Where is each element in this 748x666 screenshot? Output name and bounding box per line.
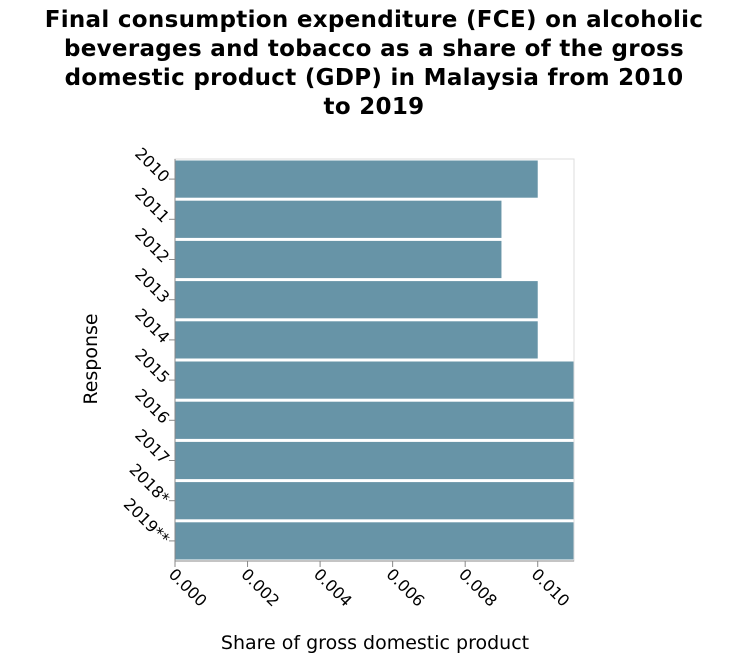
x-tick-label-0.008: 0.008 (455, 565, 501, 611)
x-tick-label-0.010: 0.010 (528, 565, 574, 611)
x-tick-label-0.006: 0.006 (383, 565, 429, 611)
bar-2012 (175, 240, 502, 279)
bar-2010 (175, 160, 538, 198)
x-tick-label-0.004: 0.004 (310, 565, 356, 611)
y-tick-label-2015: 2015 (131, 345, 173, 387)
bar-2019** (175, 522, 574, 560)
y-tick-label-2016: 2016 (131, 385, 173, 427)
x-axis-title: Share of gross domestic product (221, 632, 529, 654)
chart-title-line-3: domestic product (GDP) in Malaysia from … (64, 65, 684, 91)
y-tick-label-2013: 2013 (131, 265, 173, 307)
bar-2013 (175, 281, 538, 319)
bar-2015 (175, 361, 574, 399)
y-axis-title: Response (80, 313, 102, 404)
bar-2014 (175, 321, 538, 359)
y-tick-label-2010: 2010 (131, 144, 173, 186)
chart-title-line-2: beverages and tobacco as a share of the … (63, 36, 685, 62)
bar-2018* (175, 482, 574, 520)
chart-title-line-4: to 2019 (323, 94, 425, 120)
y-tick-label-2014: 2014 (131, 305, 173, 347)
y-tick-label-2012: 2012 (131, 224, 173, 266)
bars-layer (175, 160, 574, 560)
y-tick-label-2019**: 2019** (120, 494, 174, 548)
chart-title-line-1: Final consumption expenditure (FCE) on a… (44, 7, 704, 33)
chart-title: Final consumption expenditure (FCE) on a… (0, 6, 748, 122)
x-tick-label-0.000: 0.000 (165, 565, 211, 611)
x-tick-label-0.002: 0.002 (237, 565, 283, 611)
bar-2016 (175, 401, 574, 439)
bar-2011 (175, 200, 502, 238)
y-tick-label-2011: 2011 (131, 184, 173, 226)
bar-2017 (175, 441, 574, 480)
